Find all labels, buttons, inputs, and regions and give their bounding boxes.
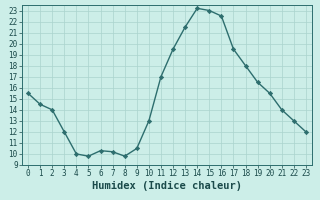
X-axis label: Humidex (Indice chaleur): Humidex (Indice chaleur) bbox=[92, 181, 242, 191]
